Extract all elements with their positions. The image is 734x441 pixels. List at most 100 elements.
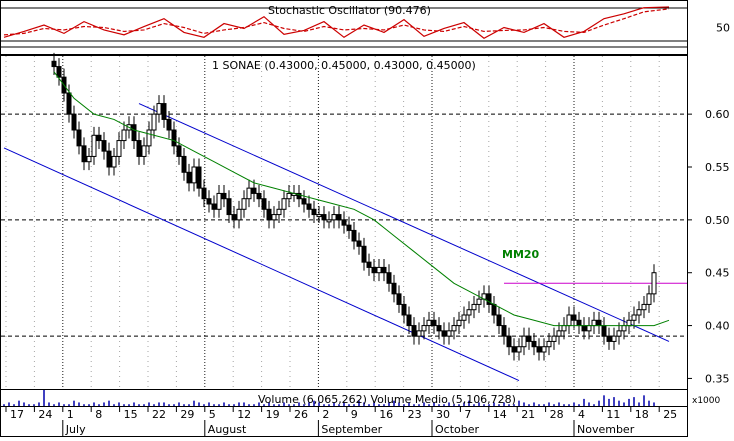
candle-body [286, 192, 292, 200]
candle-body [146, 129, 152, 147]
candle-body [371, 266, 377, 274]
candle-body [116, 140, 122, 157]
candle-body [191, 166, 197, 184]
month-label: August [208, 423, 247, 436]
candle-body [341, 219, 347, 226]
candle-body [206, 198, 212, 205]
candle-body [136, 140, 142, 157]
candle-body [641, 303, 647, 311]
candle-body [421, 325, 427, 332]
candle-body [596, 319, 602, 327]
date-tick-label: 15 [124, 408, 138, 421]
price-axis-label: 0.45 [705, 267, 730, 280]
candle-body [211, 203, 217, 210]
candle-body [196, 166, 202, 189]
candle-body [646, 293, 652, 305]
candle-body [216, 192, 222, 210]
price-axis-label: 0.50 [705, 214, 730, 227]
candle-body [376, 266, 382, 274]
price-title: 1 SONAE (0.43000, 0.45000, 0.43000, 0.45… [212, 59, 476, 72]
date-tick-label: 2 [322, 408, 329, 421]
candle-body [161, 103, 167, 120]
candle-body [451, 325, 457, 332]
candle-body [171, 129, 177, 147]
candle-body [266, 208, 272, 221]
candle-body [616, 330, 622, 337]
candle-body [581, 325, 587, 332]
candle-body [466, 309, 472, 316]
candle-body [486, 293, 492, 305]
candle-body [411, 325, 417, 337]
candle-body [326, 219, 332, 223]
candle-body [446, 330, 452, 337]
date-tick-label: 1 [67, 408, 74, 421]
candle-body [436, 325, 442, 332]
candle-body [511, 346, 517, 353]
candle-body [346, 224, 352, 231]
date-tick-label: 21 [521, 408, 535, 421]
candle-body [186, 171, 192, 184]
date-tick-label: 23 [408, 408, 422, 421]
candle-body [121, 129, 127, 142]
candle-body [261, 198, 267, 210]
candle-body [621, 325, 627, 332]
candle-body [516, 346, 522, 353]
candle-body [96, 134, 102, 142]
candle-body [601, 325, 607, 337]
candle-body [91, 134, 97, 157]
candle-body [106, 150, 112, 168]
channel-upper-line [138, 103, 670, 342]
candle-body [201, 187, 207, 200]
label-layer: 17 24 1 8 15 22 29 5 12 19 26 2 9 16 23 30 7 14 21 28 4 11 18 2… [10, 22, 730, 437]
candle-body [566, 314, 572, 327]
candle-body [551, 335, 557, 342]
candle-body [496, 314, 502, 327]
candle-body [81, 145, 87, 163]
month-label: October [435, 423, 479, 436]
candle-body [151, 113, 157, 131]
candle-body [611, 335, 617, 342]
candle-body [506, 335, 512, 348]
candle-body [546, 340, 552, 348]
candle-body [361, 245, 367, 263]
date-tick-label: 22 [152, 408, 166, 421]
month-label: July [65, 423, 86, 436]
candle-body [626, 319, 632, 327]
candle-body [311, 208, 317, 216]
candle-body [246, 187, 252, 200]
candle-body [256, 192, 262, 200]
grid-layer [1, 7, 692, 436]
candle-body [366, 261, 372, 268]
date-tick-label: 4 [578, 408, 585, 421]
date-tick-label: 18 [635, 408, 649, 421]
mm20-label: MM20 [502, 248, 540, 261]
month-label: November [577, 423, 635, 436]
date-tick-label: 24 [38, 408, 52, 421]
date-tick-label: 17 [10, 408, 24, 421]
channel-lower-line [3, 147, 520, 381]
candle-body [71, 113, 77, 131]
candle-body [631, 314, 637, 321]
date-tick-label: 9 [351, 408, 358, 421]
date-tick-label: 30 [436, 408, 450, 421]
candle-body [181, 155, 187, 173]
candle-body [556, 330, 562, 337]
candle-body [336, 214, 342, 221]
candle-body [321, 214, 327, 221]
date-tick-label: 12 [237, 408, 251, 421]
stochastic-k-line [3, 6, 670, 39]
date-tick-label: 28 [550, 408, 564, 421]
candle-body [586, 325, 592, 332]
candle-body [471, 303, 477, 311]
candle-body [156, 103, 162, 115]
date-tick-label: 19 [266, 408, 280, 421]
price-axis-label: 0.35 [705, 372, 730, 385]
candle-body [526, 335, 532, 342]
candle-body [131, 124, 137, 142]
candle-body [76, 129, 82, 147]
date-tick-label: 11 [606, 408, 620, 421]
candle-body [531, 340, 537, 348]
date-tick-label: 14 [493, 408, 507, 421]
